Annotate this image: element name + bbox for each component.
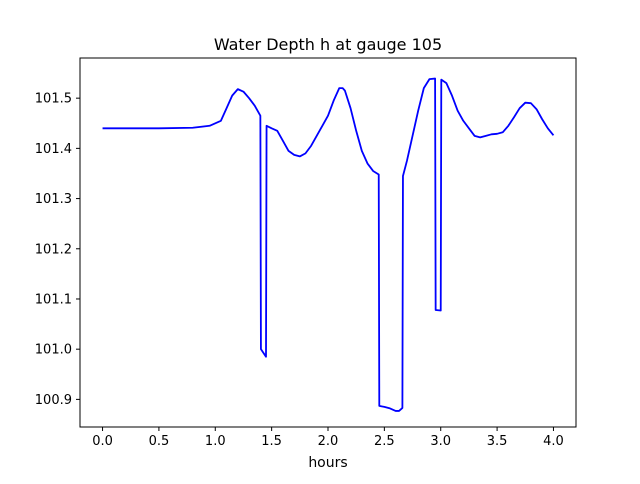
x-axis: 0.0 0.5 1.0 1.5 2.0 2.5 3.0 3.5 4.0 <box>92 427 564 449</box>
x-tick-label: 4.0 <box>543 434 564 449</box>
x-tick-label: 3.0 <box>430 434 451 449</box>
x-tick-label: 0.0 <box>92 434 113 449</box>
x-tick-label: 0.5 <box>149 434 170 449</box>
x-tick-label: 2.0 <box>318 434 339 449</box>
x-tick-label: 2.5 <box>374 434 395 449</box>
y-tick-label: 101.4 <box>35 142 72 157</box>
x-tick-label: 1.5 <box>261 434 282 449</box>
y-tick-label: 101.5 <box>35 92 72 107</box>
plot-frame <box>79 57 577 428</box>
series-line <box>102 77 555 412</box>
y-tick-label: 101.3 <box>35 192 72 207</box>
chart-title: Water Depth h at gauge 105 <box>214 35 442 54</box>
x-tick-label: 1.0 <box>205 434 226 449</box>
y-tick-label: 101.2 <box>35 242 72 257</box>
y-tick-label: 101.0 <box>35 343 72 358</box>
x-axis-label: hours <box>308 455 347 471</box>
x-tick-label: 3.5 <box>487 434 508 449</box>
y-axis: 100.9 101.0 101.1 101.2 101.3 101.4 101.5 <box>35 92 80 408</box>
y-tick-label: 101.1 <box>35 292 72 307</box>
y-tick-label: 100.9 <box>35 393 72 408</box>
